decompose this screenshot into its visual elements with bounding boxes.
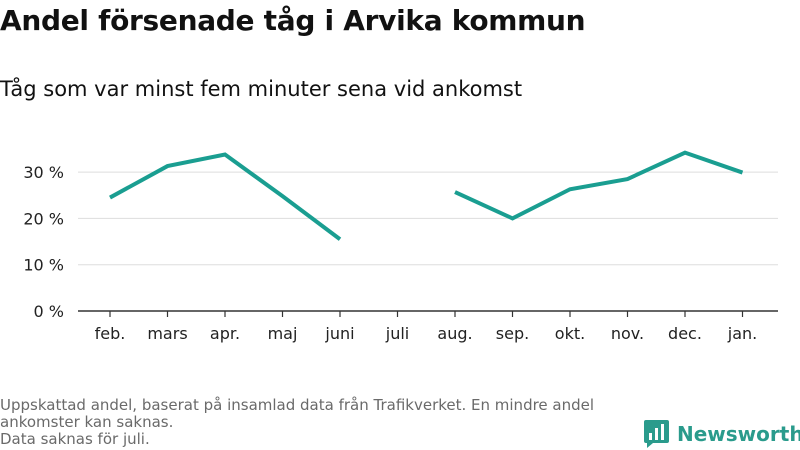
- x-tick-label: sep.: [496, 324, 529, 343]
- footnote-missing-data: Data saknas för juli.: [0, 430, 150, 448]
- x-tick-label: mars: [147, 324, 187, 343]
- x-tick-label: aug.: [437, 324, 472, 343]
- y-tick-label: 0 %: [34, 302, 64, 321]
- newsworthy-logo-icon: [644, 420, 669, 448]
- y-tick-label: 20 %: [23, 209, 64, 228]
- x-tick-label: dec.: [668, 324, 702, 343]
- x-tick-label: feb.: [95, 324, 126, 343]
- x-tick-label: okt.: [555, 324, 585, 343]
- chart-subtitle: Tåg som var minst fem minuter sena vid a…: [0, 77, 523, 101]
- series-line: [109, 152, 342, 241]
- footnote-source: Uppskattad andel, baserat på insamlad da…: [0, 396, 595, 431]
- logo-text: Newsworthy: [677, 422, 800, 446]
- x-tick-label: apr.: [210, 324, 240, 343]
- x-tick-label: juni: [324, 324, 354, 343]
- chart-title: Andel försenade tåg i Arvika kommun: [0, 4, 586, 37]
- x-tick-label: nov.: [611, 324, 644, 343]
- x-tick-label: maj: [268, 324, 298, 343]
- y-tick-label: 30 %: [23, 163, 64, 182]
- newsworthy-logo: Newsworthy: [644, 419, 800, 449]
- footnote: Uppskattad andel, baserat på insamlad da…: [0, 397, 630, 448]
- y-tick-label: 10 %: [23, 256, 64, 275]
- series-line: [454, 150, 744, 221]
- x-tick-label: juli: [385, 324, 409, 343]
- x-tick-label: jan.: [727, 324, 757, 343]
